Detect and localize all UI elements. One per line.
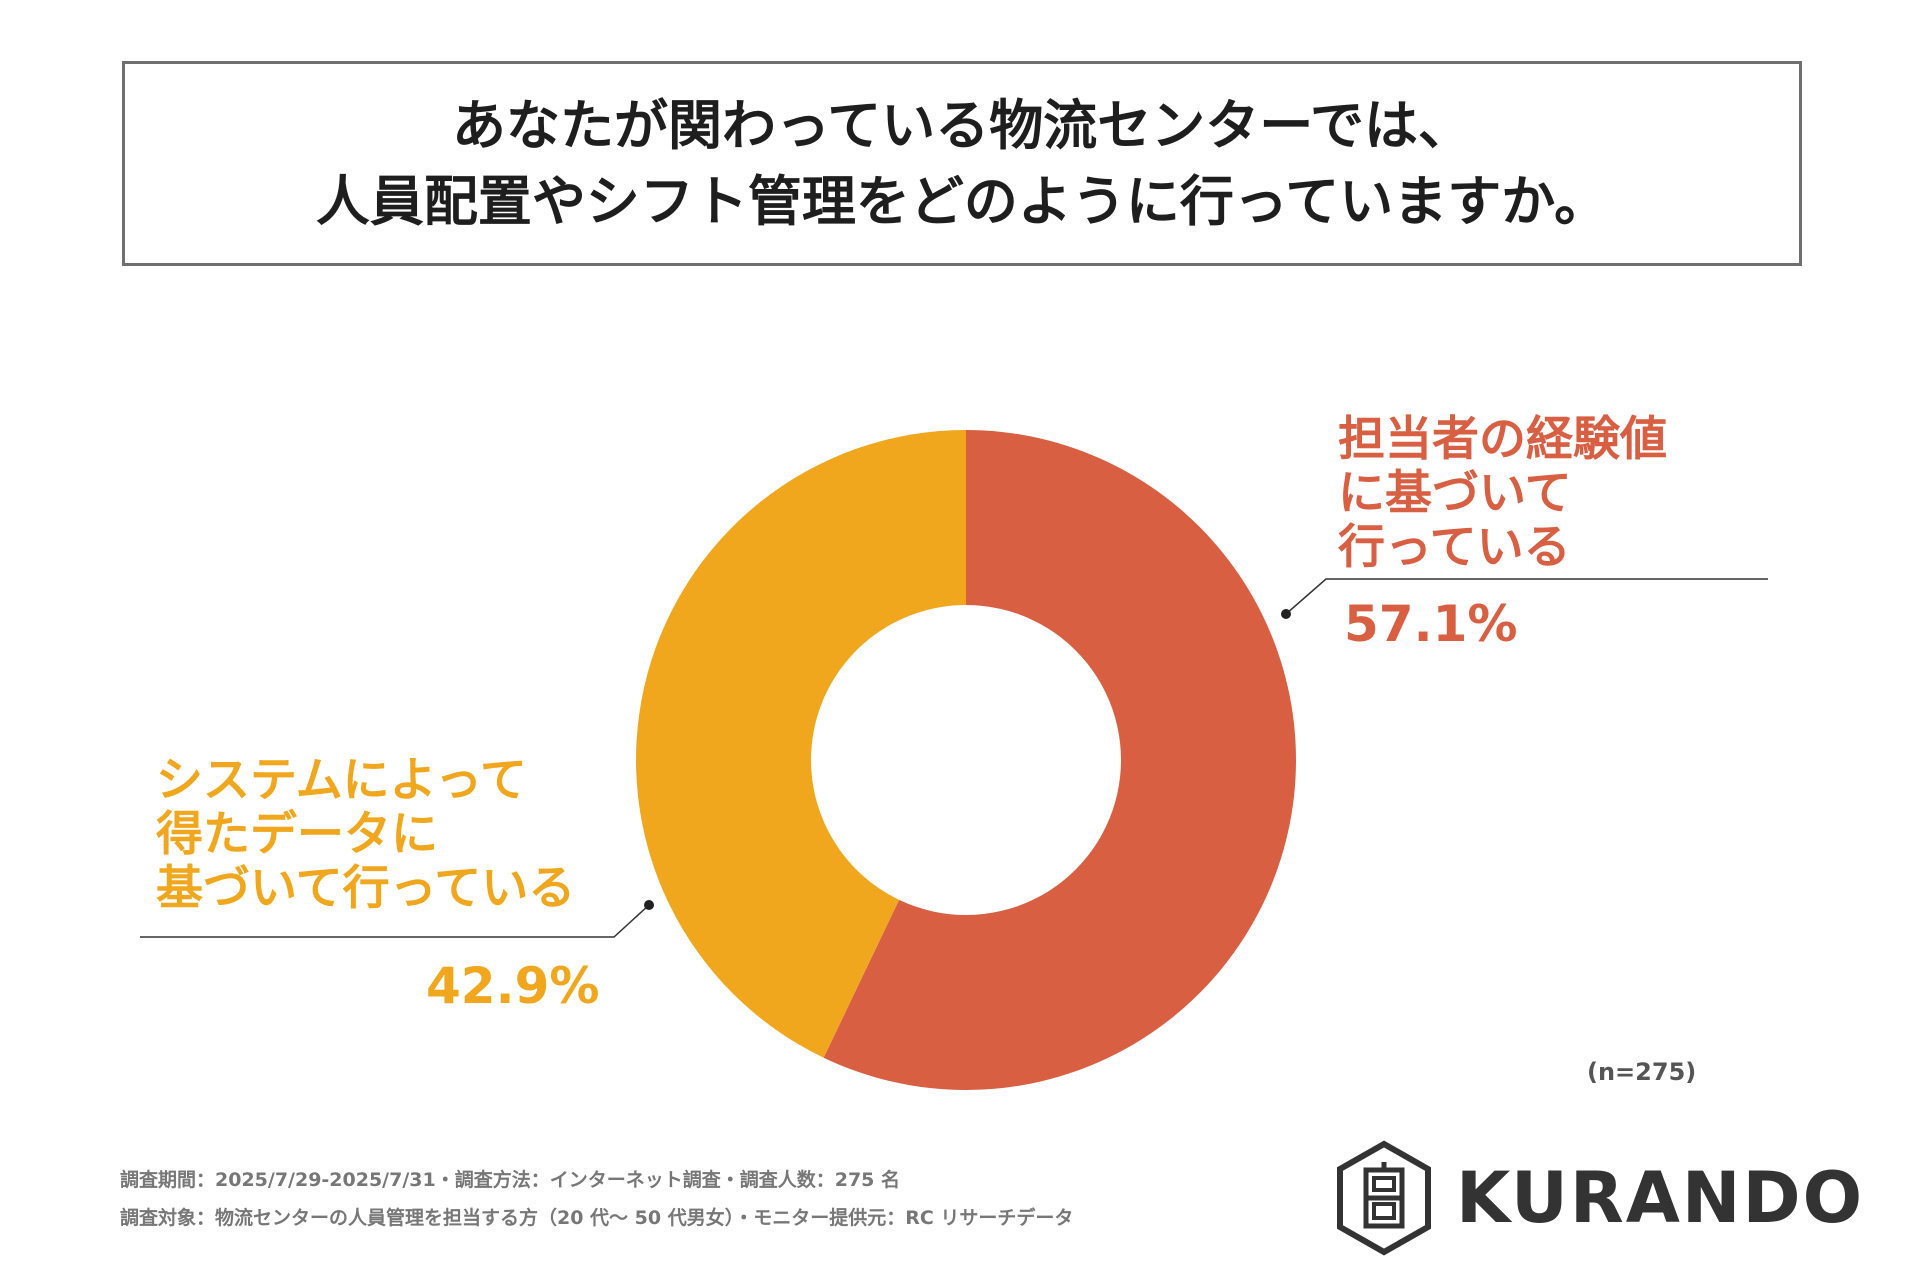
leader-line-system-data-dot <box>644 900 654 910</box>
slice-label-system-data-line-2: 得たデータに <box>156 807 438 862</box>
slice-label-system-data-line-1: システムによって <box>156 753 527 808</box>
kurando-logo: KURANDO <box>1336 1140 1864 1256</box>
chart-title-line-2: 人員配置やシフト管理をどのように行っていますか。 <box>315 169 1609 233</box>
kurando-hexagon-logo-icon <box>1337 1140 1431 1256</box>
leader-line-experience <box>1285 578 1768 615</box>
survey-info-line-1: 調査期間：2025/7/29-2025/7/31・調査方法：インターネット調査・… <box>120 1169 901 1191</box>
slice-label-experience-line-3: 行っている <box>1338 520 1571 575</box>
slice-value-system-data: 42.9% <box>426 957 600 1015</box>
slice-label-system-data: システムによって 得たデータに 基づいて行っている <box>156 754 575 916</box>
slice-label-system-data-line-3: 基づいて行っている <box>156 861 576 916</box>
donut-slice-experience <box>823 430 1296 1090</box>
kurando-logo-text: KURANDO <box>1456 1157 1865 1239</box>
slice-label-experience: 担当者の経験値 に基づいて 行っている <box>1338 413 1667 575</box>
slice-label-experience-line-1: 担当者の経験値 <box>1338 412 1667 467</box>
chart-title-line-1: あなたが関わっている物流センターでは、 <box>451 93 1473 157</box>
slice-label-experience-line-2: に基づいて <box>1338 466 1572 521</box>
donut-slice-system-data <box>636 430 966 1058</box>
leader-line-experience-dot <box>1281 609 1291 619</box>
sample-size-note: (n=275) <box>1587 1058 1697 1086</box>
leader-line-system-data <box>140 904 650 938</box>
chart-title-box: あなたが関わっている物流センターでは、 人員配置やシフト管理をどのように行ってい… <box>122 61 1802 266</box>
survey-info-line-2: 調査対象：物流センターの人員管理を担当する方（20 代～ 50 代男女）・モニタ… <box>120 1207 1074 1229</box>
slice-value-experience: 57.1% <box>1344 595 1518 653</box>
